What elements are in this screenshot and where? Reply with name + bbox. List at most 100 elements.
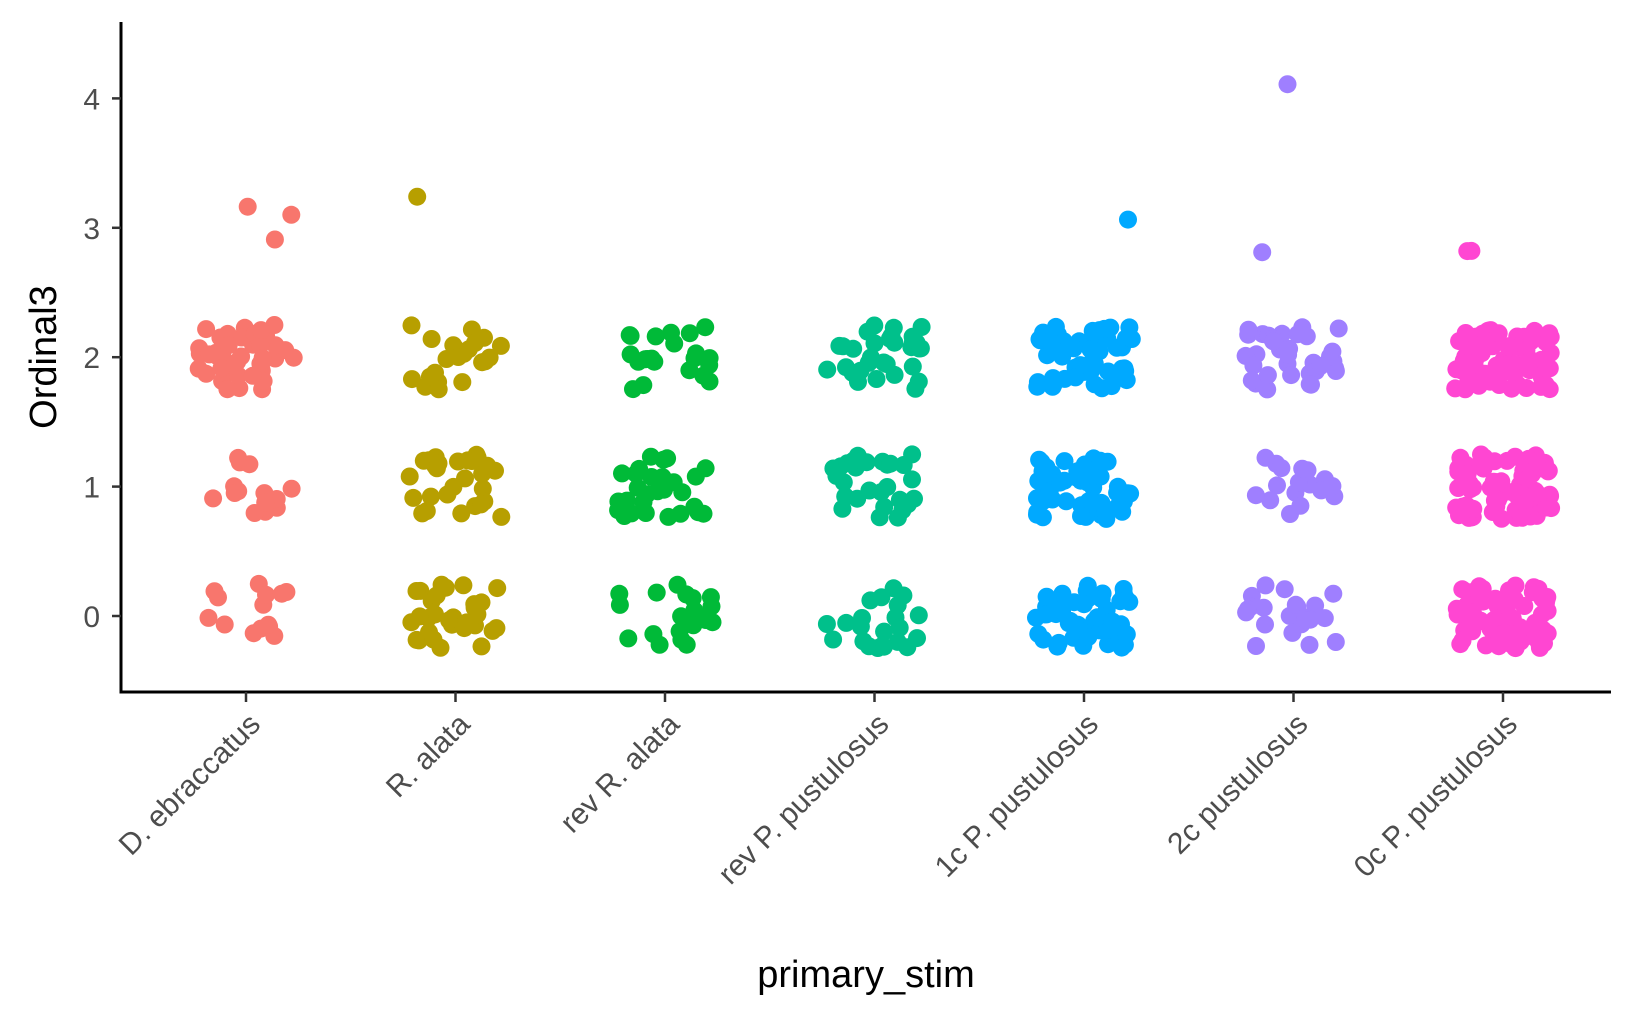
data-point: [1091, 451, 1110, 470]
data-point: [1463, 603, 1482, 622]
data-point: [1031, 331, 1050, 350]
data-point: [1465, 351, 1484, 370]
data-point: [277, 583, 296, 601]
data-point: [444, 477, 463, 496]
data-point: [1256, 615, 1274, 634]
points-layer: [189, 75, 1561, 658]
data-point: [257, 585, 275, 604]
data-point: [858, 322, 877, 341]
data-point: [204, 489, 223, 508]
data-point: [238, 197, 257, 216]
data-point: [1272, 459, 1291, 478]
data-point: [483, 621, 502, 640]
data-point: [440, 611, 459, 630]
data-point: [436, 578, 455, 597]
data-point: [1033, 508, 1052, 527]
data-point: [1242, 371, 1261, 390]
data-point: [613, 464, 631, 483]
data-point: [1492, 509, 1511, 528]
data-point: [1475, 589, 1494, 608]
data-point: [911, 339, 930, 358]
data-point: [1291, 496, 1310, 515]
data-point: [1540, 324, 1559, 343]
data-point: [844, 451, 863, 470]
data-point: [1028, 377, 1047, 396]
data-point: [1099, 362, 1118, 381]
data-point: [1097, 509, 1116, 528]
data-point: [1300, 635, 1319, 654]
data-point: [1513, 508, 1532, 527]
data-point: [1256, 448, 1275, 467]
data-point: [1283, 623, 1302, 642]
data-point: [1278, 75, 1297, 94]
data-point: [837, 613, 856, 632]
data-point: [1489, 324, 1508, 343]
data-point: [421, 487, 440, 506]
data-point: [677, 635, 696, 654]
data-point: [1046, 317, 1065, 336]
data-point: [870, 508, 889, 527]
data-point: [636, 504, 655, 522]
data-point: [1453, 580, 1472, 599]
data-point: [888, 508, 907, 527]
data-point: [407, 582, 426, 600]
data-point: [1324, 584, 1343, 603]
data-point: [1055, 452, 1074, 471]
data-point: [1092, 590, 1111, 609]
data-point: [454, 576, 473, 595]
data-point: [1458, 242, 1477, 261]
y-axis-title: Ordinal3: [23, 285, 65, 429]
data-point: [646, 327, 665, 346]
data-point: [1282, 366, 1301, 385]
data-point: [453, 373, 472, 392]
data-point: [1086, 342, 1105, 361]
data-point: [1489, 637, 1508, 656]
data-point: [1450, 332, 1469, 351]
y-tick-label: 2: [83, 342, 100, 375]
data-point: [884, 318, 903, 337]
data-point: [683, 589, 702, 608]
data-point: [413, 504, 432, 523]
data-point: [909, 372, 928, 391]
data-point: [687, 344, 705, 363]
data-point: [647, 583, 666, 602]
data-point: [827, 466, 846, 485]
data-point: [1057, 492, 1076, 511]
data-point: [867, 370, 886, 388]
data-point: [1072, 507, 1090, 525]
data-point: [243, 366, 262, 385]
data-point: [851, 361, 870, 380]
data-point: [1246, 486, 1265, 505]
data-point: [472, 637, 491, 656]
x-ticks: D. ebraccatus R. alata rev R. alata rev P. …: [113, 692, 1524, 891]
data-point: [282, 205, 301, 224]
data-point: [1505, 590, 1524, 609]
data-point: [1261, 491, 1280, 510]
data-point: [1323, 477, 1342, 496]
data-point: [629, 352, 648, 371]
x-axis-title: primary_stim: [757, 954, 974, 996]
data-point: [1519, 469, 1538, 488]
data-point: [830, 336, 849, 355]
data-point: [1051, 473, 1069, 492]
data-point: [817, 615, 836, 633]
data-point: [1256, 576, 1275, 595]
data-point: [457, 613, 476, 632]
data-point: [659, 507, 678, 526]
data-point: [422, 330, 441, 348]
data-point: [1519, 357, 1538, 376]
data-point: [429, 454, 448, 473]
data-point: [851, 617, 870, 636]
data-point: [229, 448, 248, 467]
data-point: [200, 345, 219, 364]
data-point: [197, 320, 216, 339]
data-point: [894, 586, 913, 605]
data-point: [1244, 356, 1263, 375]
data-point: [668, 575, 687, 594]
data-point: [1506, 576, 1525, 595]
data-point: [881, 454, 900, 473]
data-point: [670, 622, 689, 641]
data-point: [890, 490, 909, 509]
data-point: [1103, 612, 1122, 631]
